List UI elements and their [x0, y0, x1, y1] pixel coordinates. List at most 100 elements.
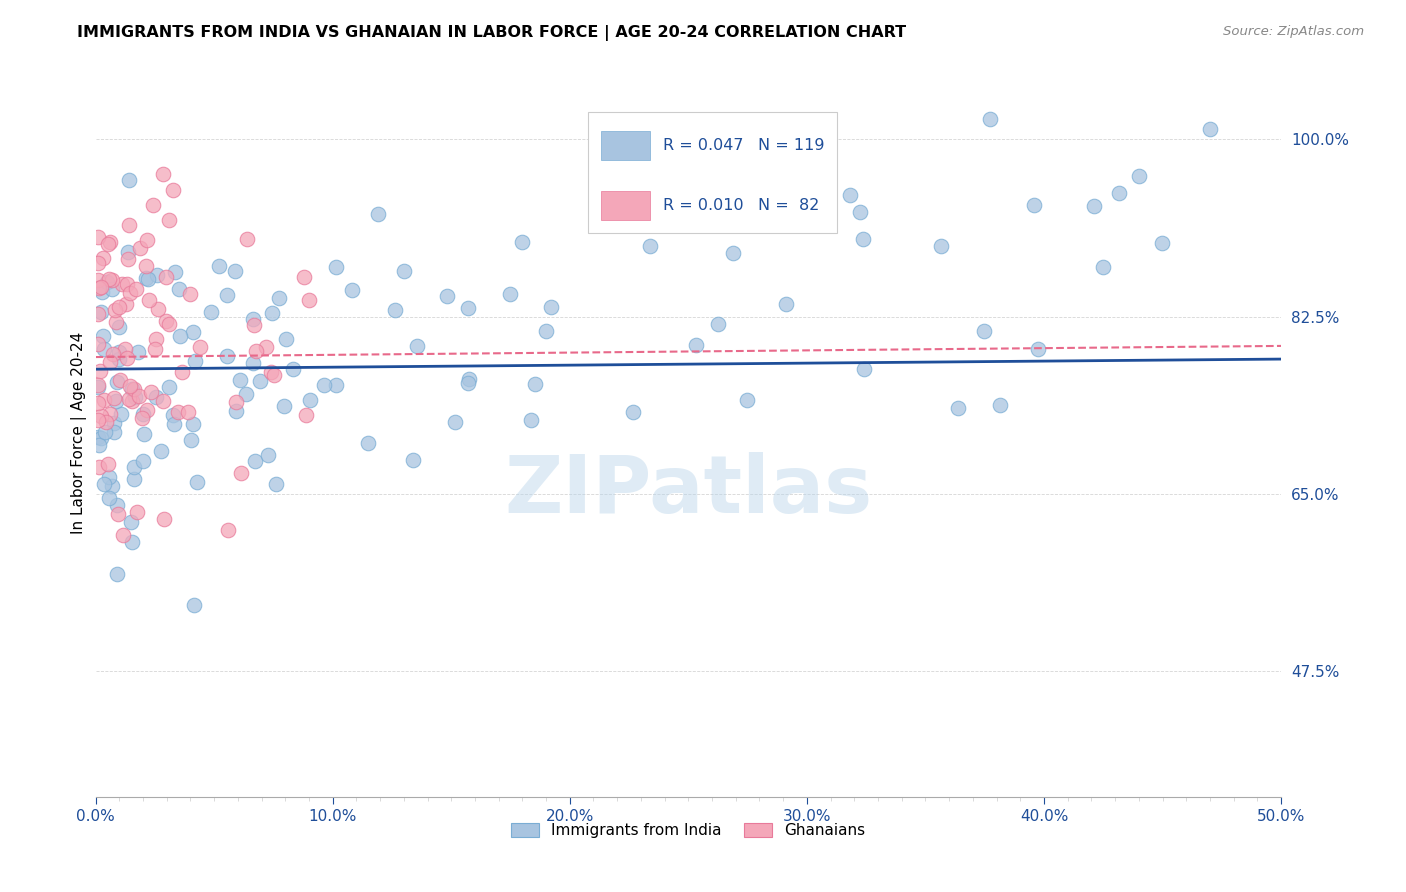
Point: [97, 491, 120, 506]
Point: [155, 314, 177, 328]
Point: [1083, 199, 1105, 213]
Point: [436, 288, 458, 302]
Point: [129, 241, 152, 255]
Point: [124, 390, 146, 404]
Point: [94, 425, 117, 440]
Point: [849, 204, 872, 219]
Point: [98, 408, 121, 422]
Point: [128, 389, 150, 403]
Point: [405, 339, 427, 353]
Point: [852, 232, 875, 246]
Point: [138, 293, 160, 307]
Point: [534, 324, 557, 338]
Point: [207, 259, 229, 273]
Point: [100, 479, 122, 493]
Text: N =  82: N = 82: [758, 198, 820, 213]
Point: [121, 382, 143, 396]
Point: [186, 475, 208, 489]
Point: [540, 300, 562, 314]
Point: [242, 312, 264, 326]
Point: [200, 305, 222, 319]
Point: [98, 272, 121, 286]
Point: [111, 277, 134, 291]
Point: [97, 237, 120, 252]
Point: [325, 260, 347, 275]
Point: [167, 282, 190, 296]
Point: [946, 401, 969, 415]
Point: [121, 393, 143, 408]
Point: [135, 259, 157, 273]
Point: [117, 252, 139, 267]
Point: [108, 345, 131, 359]
Point: [163, 264, 186, 278]
Point: [181, 417, 204, 431]
Point: [979, 112, 1001, 127]
Point: [105, 567, 128, 582]
Point: [256, 340, 278, 354]
Point: [127, 505, 149, 519]
Point: [215, 349, 238, 363]
Text: R = 0.010: R = 0.010: [664, 198, 744, 213]
Point: [105, 375, 128, 389]
Point: [87, 378, 110, 392]
Legend: Immigrants from India, Ghanaians: Immigrants from India, Ghanaians: [505, 817, 872, 845]
Point: [520, 413, 543, 427]
Point: [134, 426, 156, 441]
Point: [135, 271, 157, 285]
Point: [1091, 260, 1114, 274]
Point: [167, 405, 190, 419]
Y-axis label: In Labor Force | Age 20-24: In Labor Force | Age 20-24: [72, 332, 87, 534]
Point: [235, 386, 257, 401]
Point: [356, 436, 378, 450]
Point: [89, 305, 111, 319]
Point: [457, 376, 479, 391]
Point: [145, 332, 167, 346]
Point: [90, 431, 112, 445]
Point: [155, 270, 177, 285]
Point: [149, 444, 172, 458]
Point: [101, 282, 124, 296]
Point: [118, 392, 141, 406]
Point: [103, 416, 125, 430]
Point: [236, 232, 259, 246]
Point: [146, 268, 169, 282]
Point: [93, 476, 115, 491]
Point: [264, 477, 287, 491]
Point: [94, 415, 117, 429]
Point: [1026, 342, 1049, 356]
Point: [152, 393, 174, 408]
Point: [118, 285, 141, 300]
Point: [224, 263, 246, 277]
Point: [87, 412, 110, 426]
Point: [1150, 236, 1173, 251]
Point: [132, 454, 155, 468]
Point: [242, 356, 264, 370]
Point: [929, 239, 952, 253]
Point: [87, 255, 110, 269]
Point: [184, 353, 207, 368]
Point: [498, 287, 520, 301]
Point: [93, 392, 115, 407]
Text: Source: ZipAtlas.com: Source: ZipAtlas.com: [1223, 25, 1364, 38]
Point: [162, 408, 184, 422]
Point: [121, 535, 143, 549]
Point: [163, 417, 186, 431]
Point: [276, 332, 298, 346]
Point: [263, 368, 285, 383]
Point: [115, 351, 138, 366]
Point: [260, 365, 283, 379]
Point: [124, 459, 146, 474]
Point: [87, 337, 110, 351]
Point: [136, 403, 159, 417]
Point: [104, 316, 127, 330]
Point: [402, 453, 425, 467]
Point: [89, 459, 111, 474]
Point: [118, 219, 141, 233]
Point: [367, 207, 389, 221]
Point: [229, 373, 252, 387]
Point: [91, 285, 114, 300]
Point: [115, 277, 138, 291]
Point: [292, 269, 315, 284]
Point: [281, 362, 304, 376]
Point: [87, 429, 110, 443]
